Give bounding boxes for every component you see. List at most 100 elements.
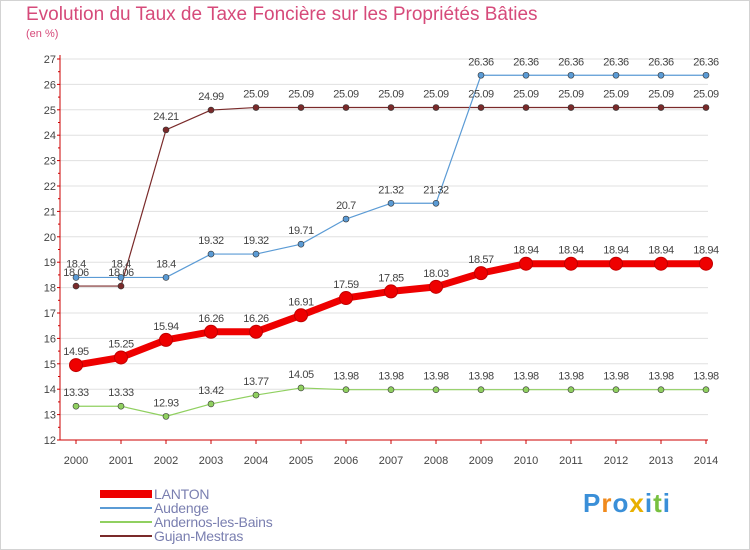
data-label: 25.09 [693, 89, 719, 101]
data-label: 25.09 [468, 89, 494, 101]
y-tick-label: 19 [44, 257, 56, 269]
data-point [162, 274, 170, 281]
data-label: 15.94 [153, 321, 179, 333]
data-point [252, 250, 260, 258]
data-label: 26.36 [693, 56, 719, 68]
data-label: 13.98 [693, 371, 719, 383]
data-point [207, 400, 215, 408]
data-point [387, 104, 395, 111]
legend-swatch [100, 507, 152, 509]
y-tick-label: 16 [44, 333, 56, 345]
y-tick-label: 15 [44, 359, 56, 371]
data-label: 19.32 [198, 235, 224, 247]
data-label: 13.33 [108, 387, 134, 399]
y-tick-label: 23 [44, 156, 56, 168]
legend-label: Gujan-Mestras [154, 528, 244, 544]
data-point [342, 386, 350, 394]
data-label: 25.09 [333, 89, 359, 101]
logo-letter: P [583, 488, 602, 518]
data-label: 18.94 [558, 245, 584, 257]
data-label: 16.91 [288, 296, 314, 308]
legend: LANTON Audenge Andernos-les-Bains Gujan-Mes… [100, 486, 273, 544]
data-point [522, 104, 530, 111]
x-tick-label: 2007 [379, 455, 403, 467]
data-point [252, 104, 260, 111]
data-point [207, 250, 215, 258]
y-tick-label: 26 [44, 79, 56, 91]
data-label: 17.85 [378, 272, 404, 284]
data-point [204, 324, 218, 339]
data-point [612, 104, 620, 111]
data-label: 13.33 [63, 387, 89, 399]
logo-letter: i [662, 488, 671, 518]
data-label: 18.57 [468, 254, 494, 266]
data-point [567, 71, 575, 79]
data-label: 13.98 [378, 371, 404, 383]
data-label: 20.7 [336, 200, 356, 212]
x-tick-label: 2013 [649, 455, 673, 467]
data-label: 13.98 [468, 371, 494, 383]
data-point [612, 71, 620, 79]
data-point [477, 386, 485, 394]
data-point [474, 266, 488, 281]
data-point [702, 386, 710, 394]
legend-label: LANTON [154, 486, 210, 502]
data-point [342, 104, 350, 111]
data-point [297, 104, 305, 111]
x-tick-label: 2009 [469, 455, 493, 467]
data-point [522, 386, 530, 394]
x-tick-label: 2012 [604, 455, 628, 467]
y-tick-label: 20 [44, 232, 56, 244]
chart-title: Evolution du Taux de Taxe Foncière sur l… [26, 4, 538, 25]
logo-letter: i [644, 488, 654, 518]
data-point [114, 350, 128, 365]
x-tick-label: 2002 [154, 455, 178, 467]
data-label: 14.05 [288, 369, 314, 381]
data-label: 25.09 [558, 89, 584, 101]
data-point [297, 384, 305, 392]
data-label: 13.42 [198, 385, 224, 397]
data-point [519, 256, 533, 271]
data-point [432, 104, 440, 111]
data-point [432, 386, 440, 394]
y-tick-label: 21 [44, 206, 56, 218]
data-label: 24.21 [153, 111, 179, 123]
x-tick-label: 2014 [694, 455, 718, 467]
data-label: 19.32 [243, 235, 269, 247]
data-label: 21.32 [378, 184, 404, 196]
data-label: 15.25 [108, 338, 134, 350]
x-tick-label: 2010 [514, 455, 538, 467]
data-label: 18.4 [66, 258, 86, 270]
unit-label: (en %) [26, 28, 59, 40]
data-label: 25.09 [423, 89, 449, 101]
data-point [159, 332, 173, 347]
data-label: 16.26 [243, 313, 269, 325]
data-point [339, 291, 353, 306]
data-point [657, 104, 665, 111]
data-label: 13.98 [558, 371, 584, 383]
logo-letter: r [601, 488, 613, 518]
x-tick-label: 2011 [559, 455, 583, 467]
data-label: 18.94 [513, 245, 539, 257]
data-point [207, 106, 215, 114]
data-label: 18.06 [108, 267, 134, 279]
data-point [429, 279, 443, 294]
data-point [252, 391, 260, 399]
y-tick-label: 24 [44, 130, 56, 142]
data-label: 13.98 [423, 371, 449, 383]
y-tick-label: 17 [44, 308, 56, 320]
data-point [249, 324, 263, 339]
data-label: 16.26 [198, 313, 224, 325]
data-label: 25.09 [243, 89, 269, 101]
data-point [72, 274, 80, 281]
data-point [702, 104, 710, 111]
data-point [657, 386, 665, 394]
y-tick-label: 18 [44, 283, 56, 295]
data-label: 26.36 [468, 56, 494, 68]
legend-label: Audenge [154, 500, 209, 516]
data-label: 26.36 [513, 56, 539, 68]
data-point [657, 71, 665, 79]
data-point [117, 274, 125, 281]
data-point [567, 386, 575, 394]
